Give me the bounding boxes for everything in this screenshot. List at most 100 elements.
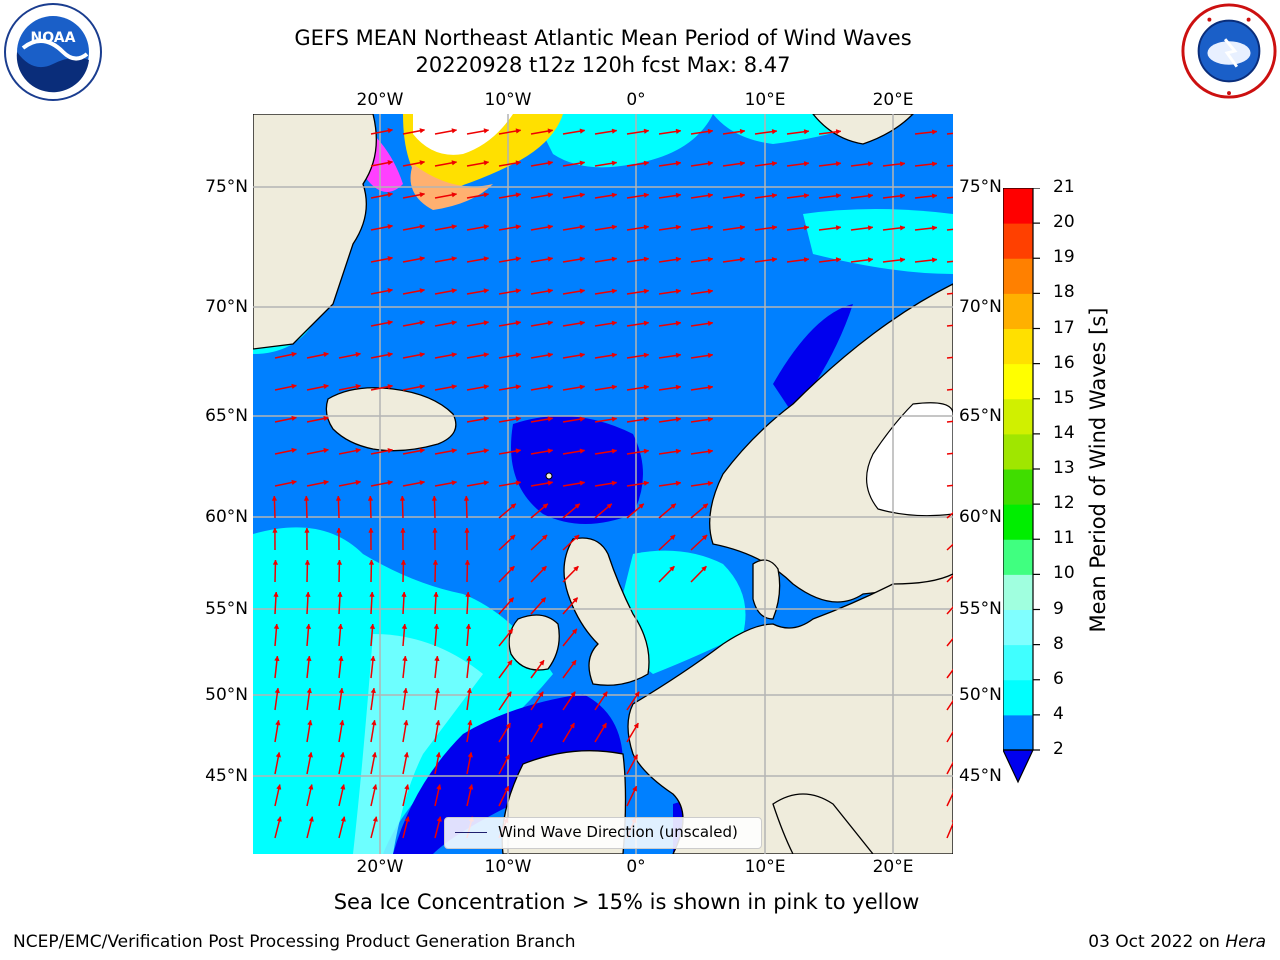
- colorbar-band: [1003, 188, 1033, 224]
- wind-arrow-head: [541, 534, 548, 541]
- wind-arrow-head: [372, 783, 378, 790]
- colorbar-tick-label: 20: [1053, 212, 1075, 233]
- wind-arrow-head: [570, 691, 576, 698]
- wind-arrow-head: [572, 597, 578, 603]
- wind-arrow-head: [304, 527, 310, 533]
- wind-arrow-head: [771, 257, 778, 263]
- wind-arrow-head: [634, 691, 640, 698]
- wind-arrow-head: [387, 320, 394, 326]
- wind-arrow-head: [547, 256, 554, 262]
- wind-arrow-head: [643, 352, 650, 358]
- wind-arrow-head: [387, 160, 394, 166]
- wind-arrow-head: [305, 623, 312, 629]
- wind-arrow-head: [611, 256, 618, 262]
- wind-arrow-head: [803, 257, 810, 263]
- wind-arrow-head: [273, 591, 279, 597]
- wind-arrow: [946, 730, 953, 743]
- wind-arrow-head: [419, 384, 426, 390]
- wind-arrow-head: [515, 224, 522, 230]
- wind-arrow-head: [463, 495, 470, 501]
- map-subtitle: 20220928 t12z 120h fcst Max: 8.47: [415, 53, 791, 77]
- wind-arrow-head: [451, 320, 458, 326]
- wind-arrow-head: [400, 527, 406, 533]
- wind-arrow-head: [483, 224, 490, 230]
- ocean-light-barents: [803, 209, 953, 274]
- footer-machine: Hera: [1225, 932, 1266, 952]
- wind-arrow-head: [291, 479, 298, 486]
- colorbar-tick-label: 19: [1053, 247, 1075, 268]
- colorbar-band: [1003, 293, 1033, 329]
- wind-arrow-head: [707, 224, 714, 231]
- wind-arrow-head: [355, 447, 362, 454]
- wind-arrow-head: [739, 128, 746, 135]
- wind-arrow: [946, 260, 953, 263]
- wind-arrow-head: [465, 591, 471, 597]
- wind-arrow-head: [387, 352, 394, 358]
- wind-arrow-head: [547, 352, 554, 358]
- wind-arrow-head: [803, 193, 810, 199]
- wind-arrow-head: [899, 161, 906, 167]
- land-faroe: [545, 472, 553, 480]
- wind-arrow: [946, 791, 953, 807]
- wind-arrow-head: [307, 719, 313, 726]
- wind-arrow-head: [541, 565, 547, 572]
- wind-arrow-head: [508, 597, 514, 603]
- wind-arrow: [946, 574, 953, 583]
- wind-arrow-head: [547, 128, 554, 134]
- wind-arrow-head: [339, 719, 345, 726]
- wind-arrow-head: [483, 480, 490, 486]
- wind-arrow-head: [355, 383, 362, 390]
- wind-arrow-head: [611, 448, 618, 454]
- wind-arrow-head: [803, 225, 810, 231]
- land-scandinavia: [709, 283, 953, 603]
- colorbar-band: [1003, 539, 1033, 575]
- wind-arrow-head: [401, 623, 408, 629]
- wind-arrow-head: [537, 722, 543, 729]
- wind-arrow-head: [323, 415, 330, 422]
- wind-arrow-head: [643, 256, 650, 262]
- colorbar-band: [1003, 258, 1033, 294]
- lat-label-left-70n: 70°N: [205, 297, 248, 317]
- ocean-light-sw2: [253, 542, 323, 674]
- wind-arrow: [946, 292, 953, 295]
- wind-arrow-head: [451, 384, 458, 390]
- wind-arrow-head: [304, 559, 311, 565]
- wind-arrow-head: [433, 623, 440, 629]
- wind-arrow: [946, 821, 953, 839]
- wind-arrow-head: [675, 160, 682, 167]
- lat-label-right-75n: 75°N: [959, 177, 1002, 197]
- wind-arrow-head: [372, 816, 378, 822]
- wind-arrow: [946, 164, 953, 167]
- wind-arrow-head: [899, 193, 906, 199]
- map-title: GEFS MEAN Northeast Atlantic Mean Period…: [294, 26, 912, 50]
- colorbar-band: [1003, 644, 1033, 681]
- colorbar-tick-label: 2: [1053, 739, 1064, 759]
- wind-arrow-head: [403, 719, 409, 726]
- wind-arrow-head: [371, 719, 377, 726]
- map-legend: Wind Wave Direction (unscaled): [444, 817, 762, 849]
- wind-arrow-head: [670, 503, 677, 509]
- wind-arrow: [946, 324, 953, 327]
- wind-arrow-head: [707, 288, 714, 295]
- wind-arrow-head: [507, 659, 513, 666]
- wind-arrow-head: [899, 257, 906, 263]
- wind-arrow-head: [611, 384, 618, 390]
- wind-arrow-head: [579, 352, 586, 358]
- wind-arrow-head: [465, 623, 472, 629]
- land-denmark: [752, 559, 781, 620]
- wind-arrow-head: [402, 687, 408, 694]
- wind-arrow-head: [707, 192, 714, 199]
- wind-arrow-head: [675, 288, 682, 295]
- wind-arrow-head: [306, 655, 312, 662]
- wind-arrow-head: [675, 384, 682, 391]
- ocean-dark-faroe: [511, 416, 643, 524]
- wind-arrow-head: [547, 448, 554, 454]
- wind-arrow-head: [466, 687, 472, 694]
- wind-arrow-head: [515, 288, 522, 294]
- wind-arrow-head: [507, 628, 514, 635]
- wind-arrow-head: [867, 161, 874, 167]
- wind-arrow-head: [369, 623, 376, 629]
- wind-arrow-head: [633, 722, 639, 729]
- wind-arrow-head: [451, 256, 458, 262]
- wind-arrow-head: [434, 687, 440, 694]
